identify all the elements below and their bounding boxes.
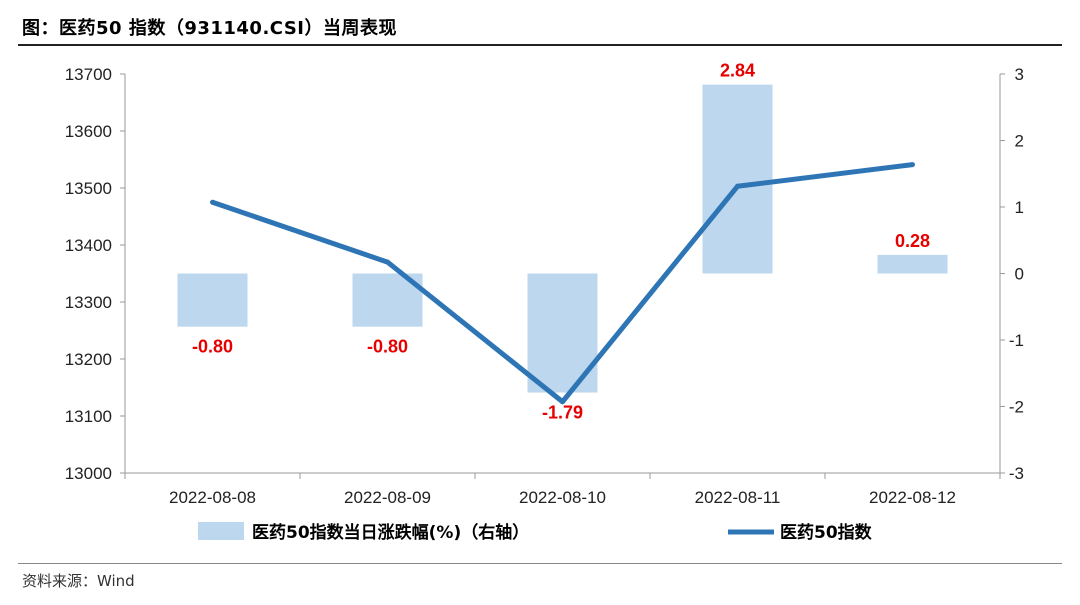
bar-data-label: -0.80 [367,337,408,357]
x-tick-label: 2022-08-10 [519,488,606,507]
title-divider [18,44,1062,46]
line-point [560,399,565,405]
bar-series [177,84,948,393]
left-tick-label: 13600 [65,122,112,141]
footer-divider [18,563,1062,564]
left-tick-label: 13200 [65,350,112,369]
legend-swatch-bar [198,522,244,540]
line-series [210,162,915,405]
legend-label-bar: 医药50指数当日涨跌幅(%)（右轴） [252,522,529,543]
right-tick-label: 1 [1015,198,1024,217]
right-tick-label: -3 [1009,464,1024,483]
right-tick-label: 0 [1015,265,1024,284]
legend-label-line: 医药50指数 [780,522,873,543]
x-tick-label: 2022-08-11 [695,488,781,507]
left-tick-label: 13400 [65,236,112,255]
figure-title: 图：医药50 指数（931140.CSI）当周表现 [22,18,398,39]
right-tick-label: -1 [1009,331,1024,350]
right-tick-label: 2 [1015,132,1024,151]
bar-data-label: -1.79 [542,403,583,423]
bar-data-label: 2.84 [720,61,755,81]
line-point [385,259,390,265]
line-point [735,183,740,189]
x-tick-label: 2022-08-12 [869,488,956,507]
data-labels: -0.80 -0.80 -1.79 2.84 0.28 [192,61,930,423]
axes: 13000 13100 13200 13300 13400 13500 13600 13700… [65,65,1024,507]
left-tick-label: 13100 [65,407,112,426]
right-tick-label: 3 [1015,65,1024,84]
right-tick-label: -2 [1009,398,1024,417]
legend: 医药50指数当日涨跌幅(%)（右轴） 医药50指数 [198,522,873,543]
x-tick-label: 2022-08-09 [344,488,431,507]
bar-data-label: -0.80 [192,337,233,357]
left-tick-label: 13500 [65,179,112,198]
bar [877,254,948,274]
line-point [910,162,915,168]
bar [177,273,248,327]
left-tick-label: 13700 [65,65,112,84]
left-tick-label: 13300 [65,293,112,312]
bar-data-label: 0.28 [895,231,930,251]
bar [702,84,773,274]
left-tick-label: 13000 [65,464,112,483]
source-note: 资料来源：Wind [22,572,135,590]
line-point [210,199,215,205]
combo-chart: 13000 13100 13200 13300 13400 13500 13600 13700… [65,61,1024,543]
x-tick-label: 2022-08-08 [169,488,256,507]
